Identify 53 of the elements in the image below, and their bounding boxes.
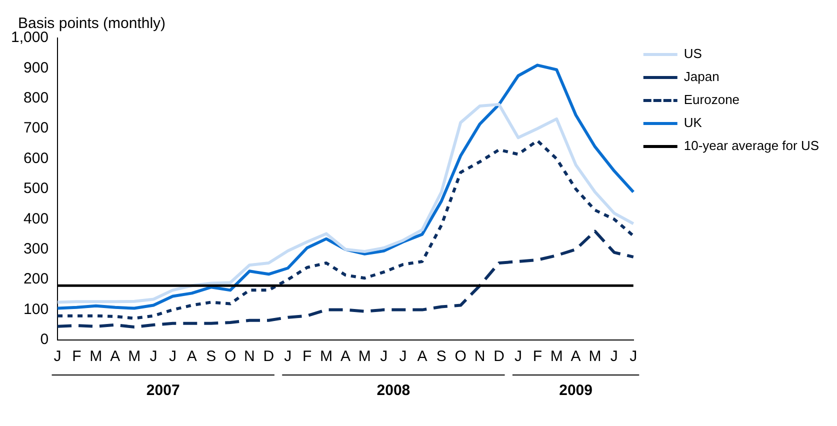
x-tick-label: M [588,348,602,366]
y-tick-label: 600 [24,150,49,167]
x-tick-label: J [610,348,618,366]
text: 2009 [559,382,592,399]
x-tick-label: A [186,348,197,366]
x-tick-label: S [206,348,216,366]
line-series [56,230,635,329]
y-tick-label: 100 [24,300,49,318]
y-tick-label: 300 [24,240,49,258]
legend-label: US [684,46,702,62]
x-tick-label: J [284,348,292,366]
x-tick-label: O [454,348,466,366]
x-tick-label: F [532,348,542,366]
y-axis-title: Basis points (monthly) [18,15,166,32]
x-tick-label: J [380,348,388,366]
x-tick-label: M [320,348,333,366]
x-tick-label: M [550,348,563,366]
x-tick-label: J [399,348,407,366]
x-tick-label: A [417,348,428,366]
x-tick-label: J [150,348,158,366]
x-tick-label: F [302,348,312,366]
line-series [56,139,635,320]
legend-label: 10-year average for US [684,138,820,154]
x-tick-label: N [244,348,255,366]
x-tick-label: J [168,348,176,366]
text: 2007 [146,382,180,399]
y-tick-label: 200 [24,270,49,288]
x-tick-label: A [110,348,120,366]
x-tick-label: J [54,348,62,366]
x-tick-label: D [494,348,505,366]
y-tick-label: 800 [24,90,49,107]
y-tick-label: 500 [24,180,49,198]
x-tick-label: M [90,348,102,366]
x-tick-label: F [72,348,82,366]
x-tick-label: M [128,348,141,366]
y-tick-label: 1,000 [10,29,49,46]
x-tick-label: M [358,348,371,366]
x-tick-label: N [474,348,486,366]
text: 2008 [376,382,410,399]
legend-label: UK [684,115,702,130]
legend-label: Japan [684,69,720,84]
y-tick-label: 400 [24,210,49,228]
x-tick-label: D [263,348,274,366]
x-tick-label: S [436,348,446,366]
x-tick-label: J [630,348,638,366]
x-tick-label: J [514,348,522,366]
legend-label: Eurozone [684,92,740,108]
y-tick-label: 700 [24,120,49,137]
x-tick-label: A [340,348,350,366]
y-tick-label: 900 [24,59,49,76]
y-tick-label: 0 [40,331,49,348]
x-tick-label: O [224,348,236,366]
x-tick-label: A [570,348,581,366]
